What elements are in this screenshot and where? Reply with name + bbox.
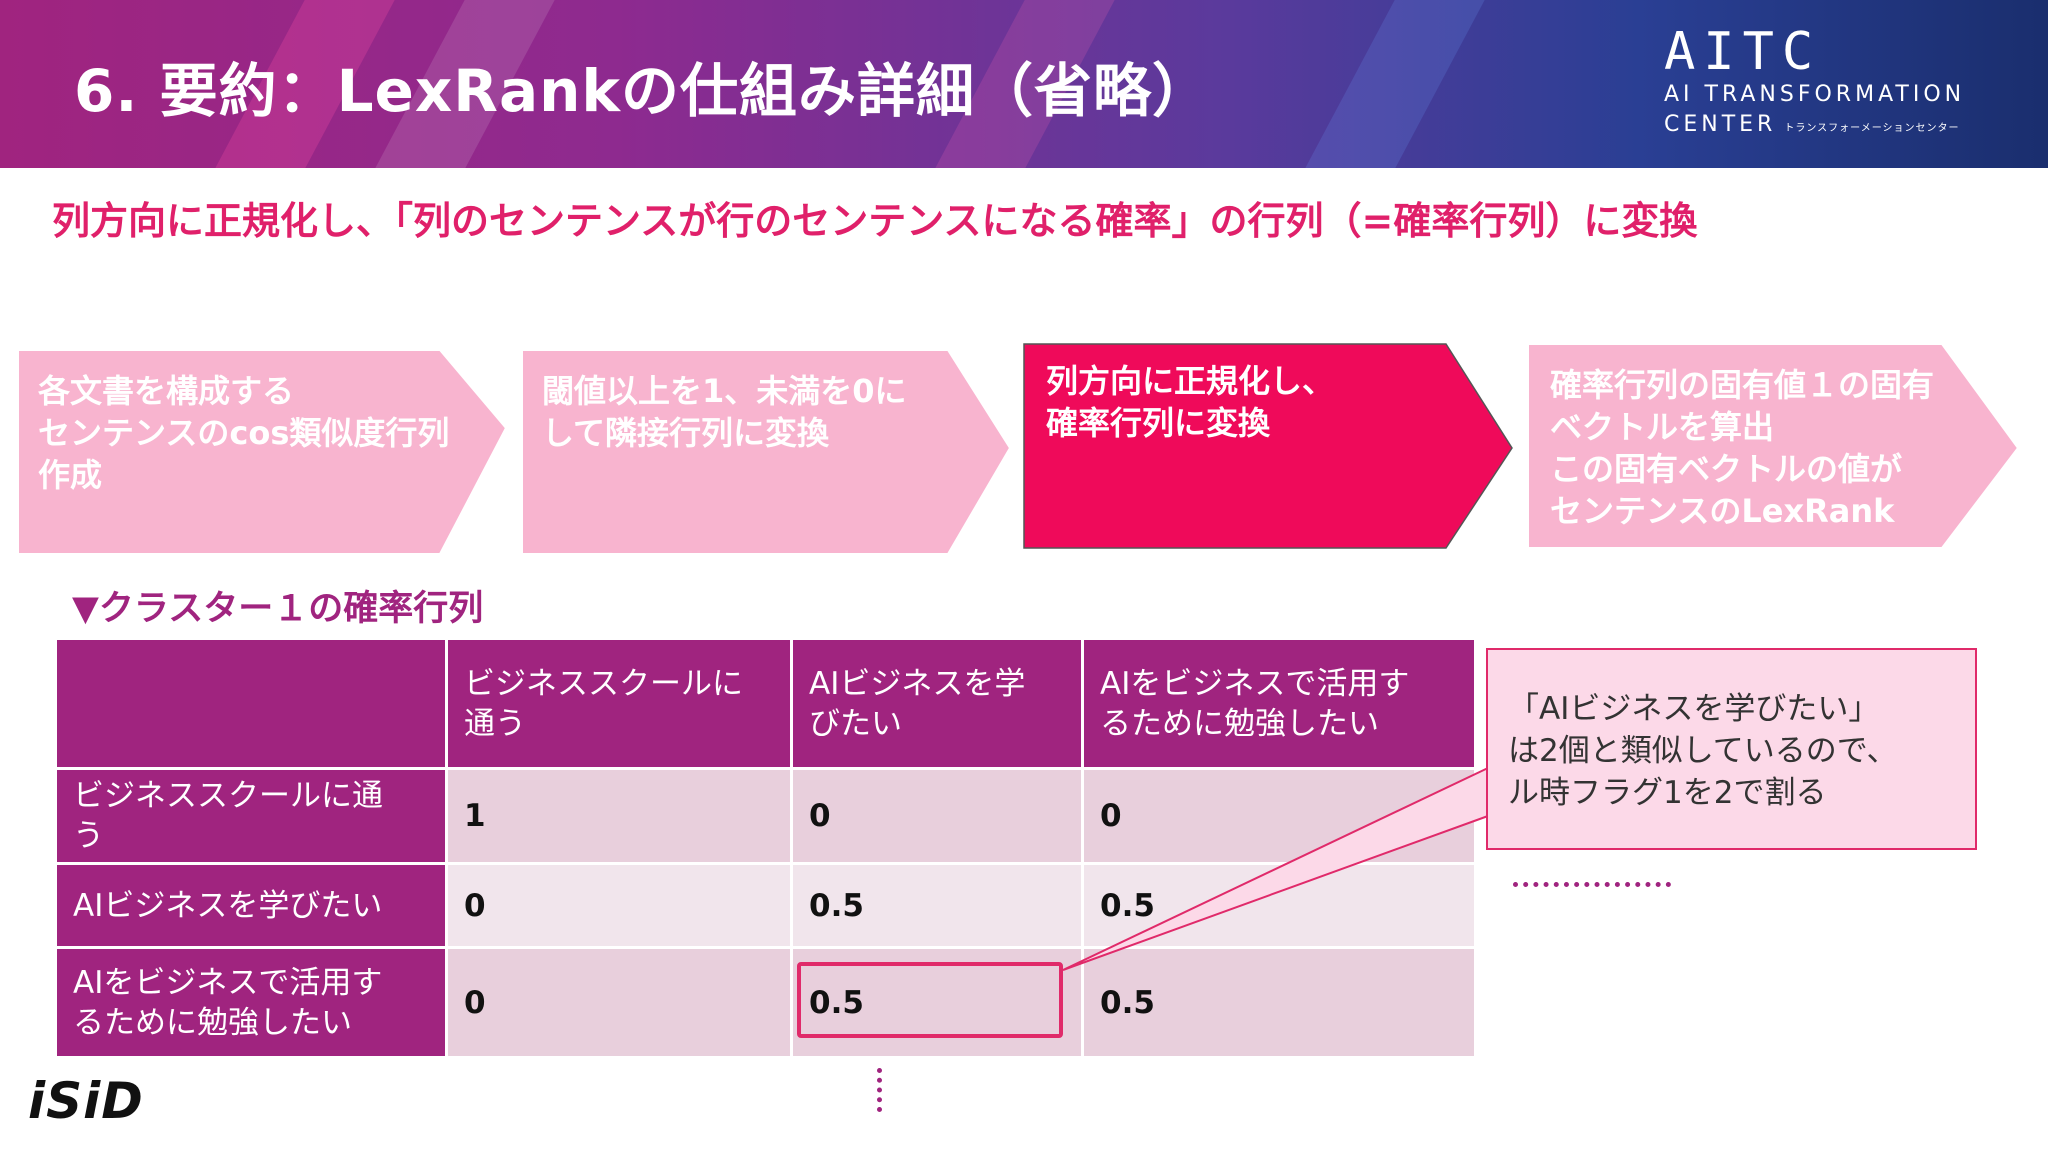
matrix-cell: 0 xyxy=(790,767,1084,865)
matrix-cell: 0.5 xyxy=(1081,946,1477,1059)
matrix-cell: 1 xyxy=(445,767,793,865)
isid-logo: iSiD xyxy=(28,1072,144,1130)
col-header: ビジネススクールに 通う xyxy=(445,637,793,770)
highlight-box xyxy=(797,962,1063,1038)
cluster-label: ▼クラスター１の確率行列 xyxy=(72,589,484,629)
table-row: AIビジネスを学びたい 0 0.5 0.5 xyxy=(54,862,1477,949)
aitc-logo-line1: AI TRANSFORMATION xyxy=(1664,82,1966,107)
matrix-cell: 0.5 xyxy=(790,862,1084,949)
row-header: AIをビジネスで活用す るために勉強したい xyxy=(54,946,448,1059)
header-banner: 6. 要約：LexRankの仕組み詳細（省略） AITC AI TRANSFOR… xyxy=(0,0,2048,168)
col-header: AIビジネスを学 びたい xyxy=(790,637,1084,770)
col-header: AIをビジネスで活用す るために勉強したい xyxy=(1081,637,1477,770)
row-header: ビジネススクールに通 う xyxy=(54,767,448,865)
table-row: AIをビジネスで活用す るために勉強したい 0 0.5 0.5 xyxy=(54,946,1477,1059)
step-4-text: 確率行列の固有値１の固有 ベクトルを算出 この固有ベクトルの値が センテンスのL… xyxy=(1550,366,1935,530)
step-3-text: 列方向に正規化し、 確率行列に変換 xyxy=(1046,362,1335,442)
matrix-cell: 0.5 xyxy=(1081,862,1477,949)
step-4-arrow xyxy=(1527,343,2020,549)
row-header: AIビジネスを学びたい xyxy=(54,862,448,949)
matrix-cell: 0 xyxy=(445,862,793,949)
aitc-logo-small: トランスフォーメーションセンター xyxy=(1784,123,1960,134)
step-3-arrow xyxy=(1023,343,1513,549)
aitc-logo: AITC xyxy=(1664,22,1822,82)
matrix-cell: 0 xyxy=(1081,767,1477,865)
slide-subtitle: 列方向に正規化し、「列のセンテンスが行のセンテンスになる確率」の行列（=確率行列… xyxy=(52,199,1698,243)
ellipsis-vertical xyxy=(877,1068,882,1112)
step-2-arrow xyxy=(521,349,1012,555)
table-row: ビジネススクールに通 う 1 0 0 xyxy=(54,767,1477,865)
matrix-corner xyxy=(54,637,448,770)
page-title: 6. 要約：LexRankの仕組み詳細（省略） xyxy=(74,57,1211,125)
callout-note: 「AIビジネスを学びたい」 は2個と類似しているので、 ル時フラグ1を2で割る xyxy=(1486,648,1977,850)
step-2-text: 閾値以上を1、未満を0に して隣接行列に変換 xyxy=(542,372,907,452)
aitc-logo-line2: CENTER トランスフォーメーションセンター xyxy=(1664,112,1960,137)
decor-streak xyxy=(1305,0,1485,168)
probability-matrix: ビジネススクールに 通う AIビジネスを学 びたい AIをビジネスで活用す るた… xyxy=(54,637,1477,1059)
aitc-logo-center: CENTER xyxy=(1664,112,1777,137)
step-1-arrow xyxy=(17,349,508,555)
matrix-cell: 0 xyxy=(445,946,793,1059)
matrix-header-row: ビジネススクールに 通う AIビジネスを学 びたい AIをビジネスで活用す るた… xyxy=(54,637,1477,770)
ellipsis-horizontal xyxy=(1513,882,1671,887)
process-steps xyxy=(17,343,2020,555)
step-1-text: 各文書を構成する センテンスのcos類似度行列 作成 xyxy=(38,372,450,494)
